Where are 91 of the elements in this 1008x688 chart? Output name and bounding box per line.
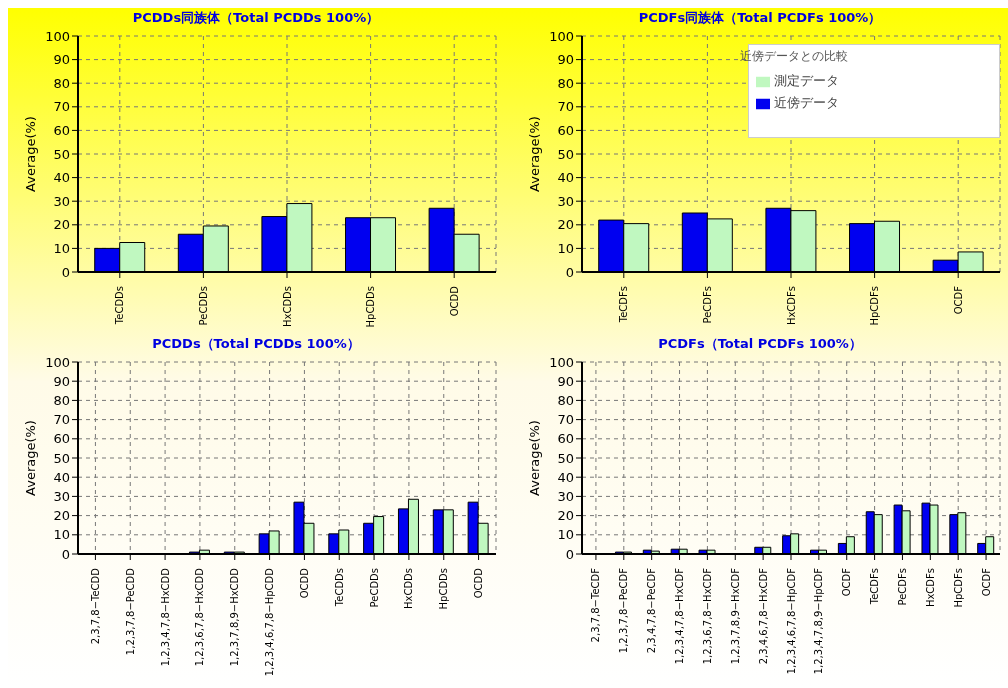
y-tick-label: 90: [557, 52, 574, 68]
y-tick-label: 90: [557, 373, 574, 389]
y-tick-label: 0: [565, 264, 574, 280]
y-tick-label: 80: [557, 393, 574, 409]
x-tick-label: OCDF: [980, 567, 992, 597]
y-tick-label: 90: [53, 52, 70, 68]
y-tick-label: 0: [61, 546, 70, 562]
x-tick-label: PeCDFs: [896, 568, 908, 606]
x-tick-label: TeCDDs: [333, 568, 345, 608]
y-tick-label: 60: [557, 431, 574, 447]
x-tick-label: OCDD: [473, 567, 485, 599]
y-tick-label: 10: [53, 527, 70, 543]
x-tick-label: HpCDDs: [365, 286, 377, 328]
y-tick-label: 60: [53, 431, 70, 447]
x-tick-label: 1,2,3,4,6,7,8−HpCDF: [785, 567, 797, 675]
y-tick-label: 100: [45, 354, 70, 370]
x-tick-label: 1,2,3,7,8,9−HxCDF: [729, 567, 741, 665]
x-tick-label: 1,2,3,4,7,8,9−HpCDF: [813, 567, 825, 675]
x-tick-label: 1,2,3,7,8,9−HxCDD: [229, 567, 241, 667]
x-tick-label: 1,2,3,7,8−PeCDF: [618, 567, 630, 654]
y-axis-title: Average(%): [526, 116, 542, 192]
y-tick-label: 0: [565, 546, 574, 562]
y-tick-label: 50: [557, 146, 574, 162]
legend-label: 測定データ: [774, 73, 839, 88]
y-tick-label: 80: [557, 75, 574, 91]
y-tick-label: 40: [557, 469, 574, 485]
y-tick-label: 10: [53, 241, 70, 257]
y-tick-label: 40: [53, 170, 70, 186]
chart-title: PCDDs（Total PCDDs 100%）: [151, 335, 361, 353]
x-tick-label: PeCDFs: [701, 286, 713, 324]
x-tick-label: OCDF: [841, 567, 853, 597]
y-tick-label: 70: [53, 412, 70, 428]
x-tick-label: HxCDFs: [785, 286, 797, 326]
y-tick-label: 10: [557, 241, 574, 257]
y-tick-label: 50: [53, 450, 70, 466]
y-tick-label: 60: [53, 123, 70, 139]
x-tick-label: HpCDDs: [438, 568, 450, 610]
x-tick-label: OCDF: [952, 285, 964, 315]
x-tick-label: HpCDFs: [869, 286, 881, 326]
x-tick-label: 1,2,3,7,8−PeCDD: [124, 567, 136, 656]
x-tick-label: 2,3,7,8−TeCDD: [89, 567, 101, 645]
y-tick-label: 80: [53, 75, 70, 91]
y-tick-label: 20: [557, 508, 574, 524]
y-tick-label: 50: [53, 146, 70, 162]
y-tick-label: 60: [557, 123, 574, 139]
y-axis-title: Average(%): [22, 116, 38, 192]
x-tick-label: 1,2,3,4,7,8−HxCDD: [159, 567, 171, 667]
y-tick-label: 90: [53, 373, 70, 389]
x-tick-label: OCDD: [448, 285, 460, 317]
x-tick-label: TeCDFs: [618, 286, 630, 324]
y-tick-label: 30: [53, 489, 70, 505]
x-tick-label: TeCDDs: [114, 286, 126, 326]
x-tick-label: OCDD: [298, 567, 310, 599]
y-axis-title: Average(%): [526, 420, 542, 496]
y-tick-label: 100: [549, 354, 574, 370]
y-tick-label: 20: [53, 508, 70, 524]
chart-title: PCDFs同族体（Total PCDFs 100%）: [637, 9, 883, 27]
y-tick-label: 20: [557, 217, 574, 233]
x-tick-label: 2,3,4,6,7,8−HxCDF: [757, 567, 769, 665]
x-tick-label: TeCDFs: [869, 568, 881, 606]
x-tick-label: 2,3,7,8−TeCDF: [590, 567, 602, 643]
x-tick-label: 1,2,3,6,7,8−HxCDF: [701, 567, 713, 665]
x-tick-label: PeCDDs: [197, 286, 209, 326]
y-tick-label: 70: [557, 412, 574, 428]
legend-label: 近傍データ: [774, 95, 839, 110]
y-tick-label: 80: [53, 393, 70, 409]
chart-title: PCDDs同族体（Total PCDDs 100%）: [131, 9, 381, 27]
x-tick-label: PeCDDs: [368, 568, 380, 608]
x-tick-label: HpCDFs: [952, 568, 964, 608]
y-tick-label: 30: [557, 193, 574, 209]
y-tick-label: 40: [53, 469, 70, 485]
y-tick-label: 40: [557, 170, 574, 186]
y-tick-label: 70: [557, 99, 574, 115]
x-tick-label: 1,2,3,4,7,8−HxCDF: [674, 567, 686, 665]
y-tick-label: 100: [549, 28, 574, 44]
y-tick-label: 70: [53, 99, 70, 115]
x-tick-label: 1,2,3,4,6,7,8−HpCDD: [264, 567, 276, 677]
x-tick-label: 2,3,4,7,8−PeCDF: [646, 567, 658, 654]
y-tick-label: 10: [557, 527, 574, 543]
y-axis-title: Average(%): [22, 420, 38, 496]
x-tick-label: HxCDDs: [403, 568, 415, 610]
x-tick-label: HxCDDs: [281, 286, 293, 328]
y-tick-label: 30: [53, 193, 70, 209]
y-tick-label: 100: [45, 28, 70, 44]
y-tick-label: 20: [53, 217, 70, 233]
y-tick-label: 30: [557, 489, 574, 505]
y-tick-label: 0: [61, 264, 70, 280]
y-tick-label: 50: [557, 450, 574, 466]
x-tick-label: HxCDFs: [924, 568, 936, 608]
x-tick-label: 1,2,3,6,7,8−HxCDD: [194, 567, 206, 667]
chart-title: PCDFs（Total PCDFs 100%）: [657, 335, 863, 353]
